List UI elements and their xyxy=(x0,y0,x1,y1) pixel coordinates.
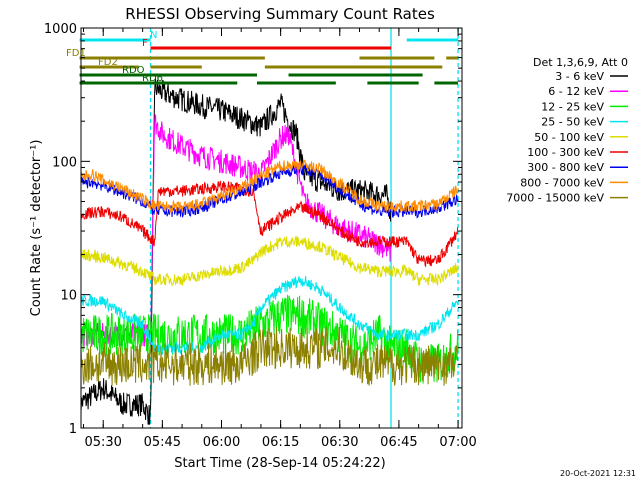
plot-area xyxy=(81,28,459,428)
chart-title: RHESSI Observing Summary Count Rates xyxy=(125,5,435,23)
flag-label-rdo: RDO xyxy=(122,65,145,76)
legend-label: 6 - 12 keV xyxy=(548,85,604,98)
legend-label: 7000 - 15000 keV xyxy=(506,192,604,205)
x-tick-label: 05:45 xyxy=(144,435,181,450)
legend-label: 50 - 100 keV xyxy=(534,131,604,144)
series-line-6 xyxy=(81,180,459,268)
flag-label-n: N xyxy=(150,30,157,41)
flag-label-f: F xyxy=(142,38,148,49)
y-tick-label: 10 xyxy=(60,289,77,304)
legend-label: 12 - 25 keV xyxy=(541,100,604,113)
y-tick-label: 1000 xyxy=(44,22,77,37)
series-line-5 xyxy=(81,235,459,287)
series-line-8 xyxy=(81,159,459,214)
x-axis-label: Start Time (28-Sep-14 05:24:22) xyxy=(174,456,385,471)
legend-label: 25 - 50 keV xyxy=(541,116,604,129)
y-tick-label: 1 xyxy=(69,422,77,437)
legend-label: 100 - 300 keV xyxy=(527,146,604,159)
y-tick-label: 100 xyxy=(52,155,77,170)
series-line-9 xyxy=(81,326,459,386)
x-tick-label: 06:00 xyxy=(203,435,240,450)
legend-header: Det 1,3,6,9, Att 0 xyxy=(533,56,628,69)
legend-label: 3 - 6 keV xyxy=(555,70,604,83)
flag-label-rd6: RD6 xyxy=(142,73,163,84)
legend-label: 800 - 7000 keV xyxy=(520,176,604,189)
series-line-1 xyxy=(81,78,392,425)
x-tick-label: 06:30 xyxy=(321,435,358,450)
plot-frame xyxy=(80,27,463,429)
series-line-2 xyxy=(81,113,392,347)
legend: 3 - 6 keV 6 - 12 keV 12 - 25 keV 25 - 50 ke… xyxy=(506,70,628,205)
y-axis-label: Count Rate (s⁻¹ detector⁻¹) xyxy=(29,140,44,317)
x-tick-label: 06:15 xyxy=(262,435,299,450)
flag-label-fd2: FD2 xyxy=(98,57,118,68)
legend-label: 300 - 800 keV xyxy=(527,161,604,174)
x-tick-label: 07:00 xyxy=(439,435,476,450)
footer-timestamp: 20-Oct-2021 12:31 xyxy=(560,469,636,478)
flag-label-fd1: FD1 xyxy=(66,48,86,59)
x-tick-label: 06:45 xyxy=(380,435,417,450)
series-line-4 xyxy=(81,276,459,356)
x-tick-label: 05:30 xyxy=(84,435,121,450)
axes: 05:30 05:45 06:00 06:15 06:30 06:45 07:00 1 10 10… xyxy=(44,22,477,450)
series-line-3 xyxy=(81,294,459,384)
